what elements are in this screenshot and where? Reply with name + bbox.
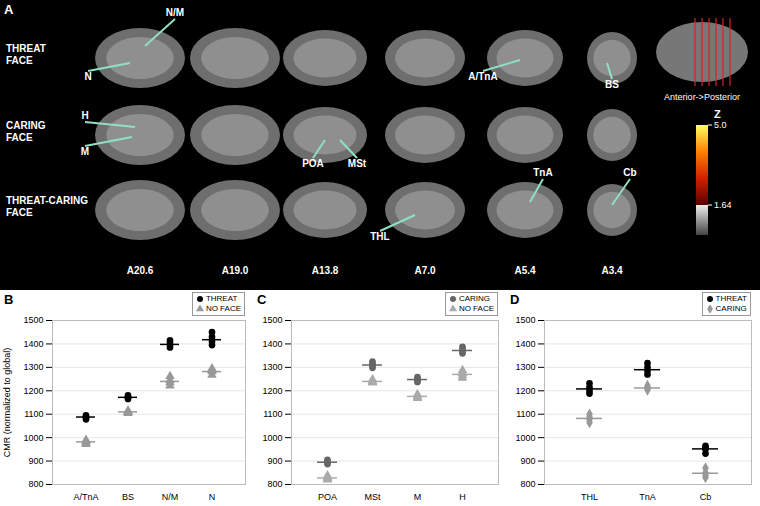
svg-text:Cb: Cb <box>623 167 636 178</box>
html-text:THREAT: THREAT <box>205 294 238 303</box>
html-text:NO FACE: NO FACE <box>205 304 241 313</box>
svg-text:900: 900 <box>520 456 535 466</box>
svg-text:1400: 1400 <box>515 339 535 349</box>
svg-text:N/M: N/M <box>162 492 179 502</box>
svg-text:1200: 1200 <box>262 386 282 396</box>
svg-text:H: H <box>459 492 466 502</box>
svg-text:1300: 1300 <box>262 362 282 372</box>
svg-text:1100: 1100 <box>516 409 535 419</box>
svg-text:THL: THL <box>581 492 598 502</box>
svg-text:THREATFACE: THREATFACE <box>6 43 46 66</box>
html-text:CARING: CARING <box>715 304 747 313</box>
svg-text:A: A <box>4 2 14 17</box>
svg-text:M: M <box>414 492 422 502</box>
svg-text:N: N <box>209 492 216 502</box>
svg-text:A/TnA: A/TnA <box>468 71 497 82</box>
svg-text:800: 800 <box>267 479 282 489</box>
svg-text:800: 800 <box>28 479 43 489</box>
svg-text:1000: 1000 <box>262 433 282 443</box>
svg-text:A19.0: A19.0 <box>222 265 249 276</box>
svg-text:Cb: Cb <box>700 492 712 502</box>
svg-text:POA: POA <box>302 158 324 169</box>
svg-text:Anterior->Posterior: Anterior->Posterior <box>664 92 740 102</box>
svg-text:N: N <box>84 71 91 82</box>
svg-text:TnA: TnA <box>639 492 656 502</box>
html-text:CARING: CARING <box>458 294 490 303</box>
svg-text:1500: 1500 <box>515 315 535 325</box>
svg-text:POA: POA <box>318 492 337 502</box>
svg-text:MSt: MSt <box>364 492 381 502</box>
html-text:C: C <box>257 292 267 307</box>
svg-text:A5.4: A5.4 <box>514 265 536 276</box>
svg-text:A20.6: A20.6 <box>127 265 154 276</box>
html-text:NO FACE: NO FACE <box>458 304 494 313</box>
svg-text:1000: 1000 <box>515 433 535 443</box>
svg-text:H: H <box>81 110 88 121</box>
svg-text:1100: 1100 <box>263 409 282 419</box>
svg-text:1200: 1200 <box>23 386 43 396</box>
svg-text:1400: 1400 <box>23 339 43 349</box>
svg-text:900: 900 <box>267 456 282 466</box>
svg-text:A/TnA: A/TnA <box>73 492 98 502</box>
svg-text:800: 800 <box>520 479 535 489</box>
svg-text:1.64: 1.64 <box>714 200 732 210</box>
svg-text:1300: 1300 <box>23 362 43 372</box>
svg-text:CARINGFACE: CARINGFACE <box>6 120 46 143</box>
svg-text:5.0: 5.0 <box>714 120 727 130</box>
html-text:D: D <box>510 292 520 307</box>
svg-text:1500: 1500 <box>262 315 282 325</box>
html-text:THREAT: THREAT <box>715 294 747 303</box>
svg-text:1000: 1000 <box>23 433 43 443</box>
svg-text:A3.4: A3.4 <box>601 265 623 276</box>
svg-text:M: M <box>81 146 89 157</box>
svg-text:MSt: MSt <box>348 158 367 169</box>
svg-text:A7.0: A7.0 <box>414 265 436 276</box>
svg-text:1500: 1500 <box>23 315 43 325</box>
svg-text:N/M: N/M <box>166 7 184 18</box>
html-text:B: B <box>4 292 14 307</box>
svg-text:Z: Z <box>714 108 721 120</box>
svg-text:BS: BS <box>605 79 619 90</box>
svg-text:CMR (normalized to global): CMR (normalized to global) <box>2 348 12 458</box>
svg-text:BS: BS <box>122 492 134 502</box>
svg-text:1100: 1100 <box>24 409 43 419</box>
svg-text:TnA: TnA <box>533 167 552 178</box>
svg-text:THL: THL <box>370 231 389 242</box>
svg-text:900: 900 <box>28 456 43 466</box>
svg-text:A13.8: A13.8 <box>312 265 339 276</box>
svg-text:1300: 1300 <box>515 362 535 372</box>
svg-text:THREAT-CARINGFACE: THREAT-CARINGFACE <box>6 195 88 218</box>
svg-text:1200: 1200 <box>515 386 535 396</box>
svg-text:1400: 1400 <box>262 339 282 349</box>
